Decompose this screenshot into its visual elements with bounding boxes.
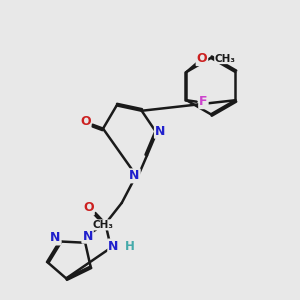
Text: CH₃: CH₃ — [215, 54, 236, 64]
Text: N: N — [129, 169, 140, 182]
Text: N: N — [50, 232, 61, 244]
Text: N: N — [108, 239, 118, 253]
Text: O: O — [80, 115, 91, 128]
Text: N: N — [82, 230, 93, 243]
Text: H: H — [125, 239, 135, 253]
Text: F: F — [199, 95, 208, 108]
Text: CH₃: CH₃ — [92, 220, 113, 230]
Text: O: O — [83, 202, 94, 214]
Text: N: N — [155, 125, 165, 138]
Text: O: O — [196, 52, 207, 65]
